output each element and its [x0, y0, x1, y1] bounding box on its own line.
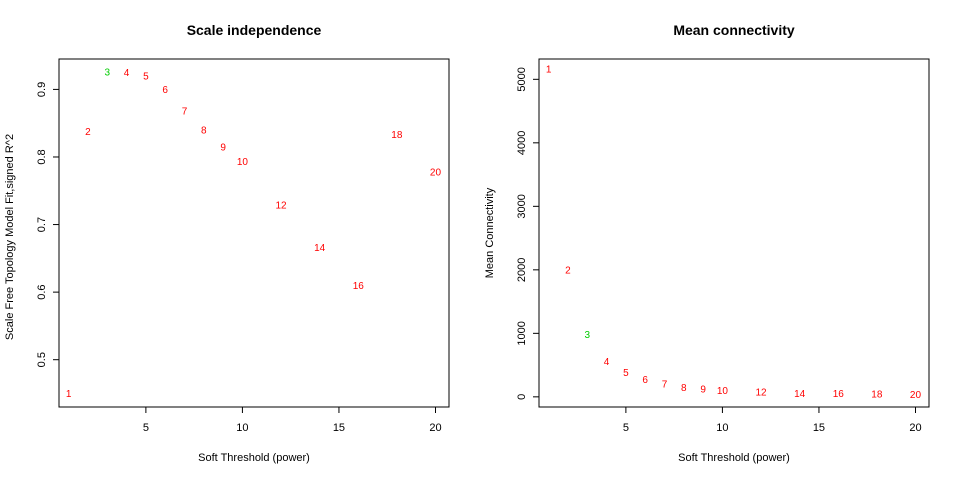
x-axis: 5 10 15 20 — [623, 407, 922, 434]
y-tick-label: 2000 — [516, 258, 528, 282]
chart-title: Mean connectivity — [673, 22, 795, 38]
data-point-label: 7 — [662, 380, 668, 391]
data-point-label: 18 — [871, 389, 883, 400]
data-point-label: 16 — [833, 389, 845, 400]
x-tick-label: 5 — [623, 422, 629, 434]
x-axis-label: Soft Threshold (power) — [678, 452, 790, 464]
y-tick-label: 5000 — [516, 67, 528, 91]
x-tick-label: 20 — [429, 422, 441, 434]
x-axis-label: Soft Threshold (power) — [198, 452, 310, 464]
data-point-label: 3 — [104, 67, 110, 78]
x-tick-label: 20 — [909, 422, 921, 434]
data-point-label: 10 — [717, 386, 729, 397]
y-tick-label: 0 — [516, 394, 528, 400]
data-point-label: 2 — [85, 127, 91, 138]
y-axis: 0 1000 2000 3000 4000 5000 — [516, 67, 539, 400]
data-point-label: 9 — [220, 142, 226, 153]
scale-independence-panel: Scale independence 5 10 15 20 0.50.60.70.80… — [4, 22, 450, 464]
y-tick-label: 3000 — [516, 194, 528, 218]
data-point-label: 6 — [162, 85, 168, 96]
data-point-label: 3 — [584, 330, 590, 341]
data-point-label: 5 — [143, 71, 149, 82]
plot-frame — [538, 58, 930, 408]
data-point-label: 12 — [275, 200, 287, 211]
x-tick-label: 5 — [143, 422, 149, 434]
y-axis: 0.5 0.6 0.7 0.8 0.9 — [36, 82, 59, 367]
data-point-label: 6 — [642, 375, 648, 386]
y-tick-label: 0.9 — [36, 82, 48, 97]
data-point-label: 12 — [755, 388, 767, 399]
data-point-label: 10 — [237, 157, 249, 168]
chart-title: Scale independence — [187, 22, 322, 38]
mean-connectivity-panel: Mean connectivity 5 10 15 20 01000200030004… — [484, 22, 930, 464]
data-point-label: 4 — [124, 68, 130, 79]
data-point-label: 5 — [623, 368, 629, 379]
x-tick-label: 15 — [813, 422, 825, 434]
y-tick-label: 0.6 — [36, 284, 48, 299]
data-point-label: 4 — [604, 357, 610, 368]
plot-frame — [58, 58, 450, 408]
y-axis-label: Mean Connectivity — [484, 187, 496, 278]
data-point-label: 1 — [546, 65, 552, 76]
data-point-label: 20 — [430, 167, 442, 178]
y-tick-label: 1000 — [516, 321, 528, 345]
x-tick-label: 10 — [716, 422, 728, 434]
y-tick-label: 0.8 — [36, 149, 48, 164]
data-point-label: 1 — [66, 389, 72, 400]
x-tick-label: 15 — [333, 422, 345, 434]
data-point-label: 8 — [681, 383, 687, 394]
y-tick-label: 0.7 — [36, 217, 48, 232]
data-point-label: 14 — [314, 243, 326, 254]
data-point-label: 8 — [201, 125, 207, 136]
x-axis: 5 10 15 20 — [143, 407, 442, 434]
data-point-label: 14 — [794, 389, 806, 400]
data-point-label: 7 — [182, 107, 188, 118]
data-point-label: 20 — [910, 390, 922, 401]
data-point-label: 2 — [565, 265, 571, 276]
y-tick-label: 4000 — [516, 131, 528, 155]
data-point-label: 18 — [391, 130, 403, 141]
x-tick-label: 10 — [236, 422, 248, 434]
data-point-label: 9 — [700, 385, 706, 396]
data-point-label: 16 — [353, 281, 365, 292]
y-axis-label: Scale Free Topology Model Fit,signed R^2 — [4, 134, 16, 340]
y-tick-label: 0.5 — [36, 352, 48, 367]
